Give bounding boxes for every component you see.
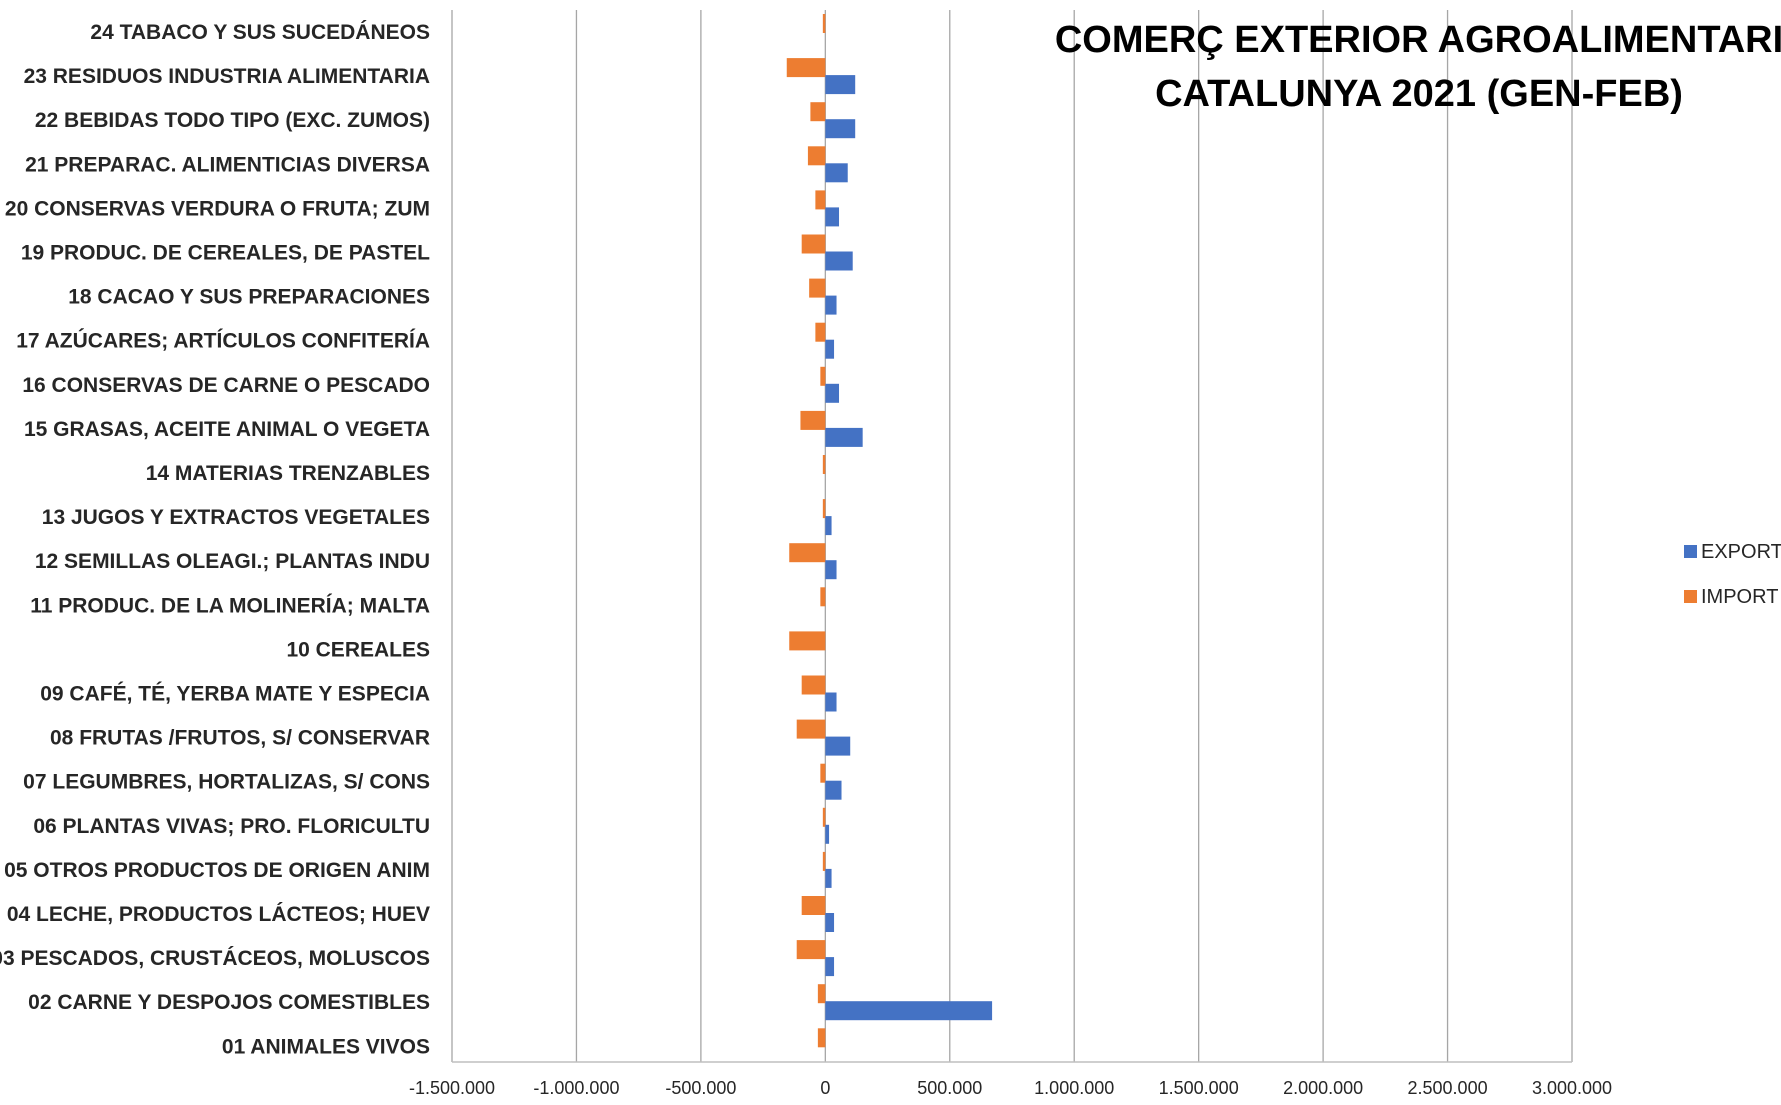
bar-import	[800, 410, 826, 430]
x-tick-labels: -1.500.000 -1.000.000 -500.000 0 500.000 1.00…	[409, 1078, 1612, 1098]
x-tick-label: 500.000	[917, 1078, 982, 1098]
category-label: 01 ANIMALES VIVOS	[222, 1035, 430, 1058]
x-tick-label: 1.500.000	[1159, 1078, 1239, 1098]
category-label: 16 CONSERVAS DE CARNE O PESCADO	[22, 374, 430, 397]
category-label: 19 PRODUC. DE CEREALES, DE PASTEL	[21, 242, 430, 265]
x-tick-label: -1.500.000	[409, 1078, 495, 1098]
legend-label-import: IMPORT	[1701, 586, 1778, 608]
bar-import	[801, 896, 826, 915]
bar-export	[825, 383, 840, 403]
category-label: 12 SEMILLAS OLEAGI.; PLANTAS INDU	[35, 550, 430, 573]
bar-import	[789, 631, 826, 651]
x-tick-label: 0	[820, 1078, 830, 1098]
bar-export	[825, 868, 832, 888]
bar-import	[822, 14, 826, 33]
bar-export	[825, 780, 842, 800]
category-label: 07 LEGUMBRES, HORTALIZAS, S/ CONS	[23, 771, 430, 794]
legend: EXPORT IMPORT	[1684, 541, 1781, 608]
category-label: 23 RESIDUOS INDUSTRIA ALIMENTARIA	[24, 65, 430, 88]
gridlines	[451, 10, 1573, 1062]
x-tick-label: 2.000.000	[1283, 1078, 1363, 1098]
chart-title-line-2: CATALUNYA 2021 (GEN-FEB)	[1155, 73, 1683, 115]
category-label: 02 CARNE Y DESPOJOS COMESTIBLES	[28, 991, 430, 1014]
legend-swatch-import	[1684, 590, 1697, 603]
bar-import	[801, 234, 826, 254]
bar-import	[786, 58, 826, 78]
category-labels: 01 ANIMALES VIVOS 02 CARNE Y DESPOJOS COM…	[0, 21, 430, 1058]
category-label: 24 TABACO Y SUS SUCEDÁNEOS	[90, 21, 430, 44]
category-label: 21 PREPARAC. ALIMENTICIAS DIVERSA	[25, 153, 430, 176]
bar-import	[822, 851, 826, 871]
bar-import	[810, 102, 826, 122]
category-label: 08 FRUTAS /FRUTOS, S/ CONSERVAR	[50, 727, 430, 750]
category-label: 03 PESCADOS, CRUSTÁCEOS, MOLUSCOS	[0, 947, 430, 970]
bar-export	[825, 251, 853, 271]
x-tick-label: 1.000.000	[1034, 1078, 1114, 1098]
bar-export	[825, 1001, 993, 1021]
bar-import	[822, 499, 826, 519]
bar-import	[822, 807, 826, 827]
bar-import	[820, 587, 826, 607]
category-label: 05 OTROS PRODUCTOS DE ORIGEN ANIM	[4, 859, 430, 882]
bar-import	[789, 543, 826, 563]
bar-export	[825, 692, 837, 712]
bar-export	[825, 339, 835, 359]
legend-swatch-export	[1684, 545, 1697, 558]
bar-export	[825, 119, 856, 139]
category-label: 20 CONSERVAS VERDURA O FRUTA; ZUM	[5, 197, 430, 220]
bar-import	[820, 366, 826, 386]
bar-export	[825, 560, 837, 580]
bar-import	[822, 455, 826, 474]
category-label: 18 CACAO Y SUS PREPARACIONES	[68, 286, 430, 309]
bar-import	[817, 1028, 826, 1048]
category-label: 17 AZÚCARES; ARTÍCULOS CONFITERÍA	[16, 329, 430, 353]
bar-import	[796, 940, 826, 960]
bar-import	[796, 719, 826, 739]
bar-export	[825, 824, 830, 844]
bar-export	[825, 295, 837, 315]
bar-import	[820, 763, 826, 783]
category-label: 14 MATERIAS TRENZABLES	[146, 462, 430, 485]
bar-export	[825, 207, 840, 227]
bar-export	[825, 736, 851, 756]
category-label: 10 CEREALES	[286, 638, 430, 661]
category-label: 22 BEBIDAS TODO TIPO (EXC. ZUMOS)	[35, 109, 430, 132]
x-tick-label: 2.500.000	[1408, 1078, 1488, 1098]
category-label: 15 GRASAS, ACEITE ANIMAL O VEGETA	[24, 418, 430, 441]
bar-export	[825, 427, 863, 447]
category-label: 13 JUGOS Y EXTRACTOS VEGETALES	[42, 506, 430, 529]
x-tick-label: -1.000.000	[533, 1078, 619, 1098]
chart-title-line-1: COMERÇ EXTERIOR AGROALIMENTARI	[1055, 19, 1781, 61]
bar-import	[817, 984, 826, 1004]
legend-label-export: EXPORT	[1701, 541, 1781, 563]
bar-export	[825, 957, 835, 977]
bars	[786, 14, 993, 1048]
bar-import	[809, 278, 826, 298]
bar-import	[815, 190, 826, 210]
chart-title: COMERÇ EXTERIOR AGROALIMENTARI CATALUNYA…	[1055, 19, 1781, 115]
category-label: 11 PRODUC. DE LA MOLINERÍA; MALTA	[30, 594, 430, 617]
bar-export	[825, 913, 835, 932]
category-label: 04 LECHE, PRODUCTOS LÁCTEOS; HUEV	[7, 903, 430, 926]
x-tick-label: 3.000.000	[1532, 1078, 1612, 1098]
bar-export	[825, 163, 848, 183]
bar-import	[815, 322, 826, 342]
category-label: 06 PLANTAS VIVAS; PRO. FLORICULTU	[33, 815, 430, 838]
category-label: 09 CAFÉ, TÉ, YERBA MATE Y ESPECIA	[40, 683, 430, 706]
bar-import	[801, 675, 826, 695]
bar-export	[825, 75, 856, 95]
bar-export	[825, 516, 832, 536]
x-tick-label: -500.000	[665, 1078, 736, 1098]
bar-import	[807, 146, 826, 166]
